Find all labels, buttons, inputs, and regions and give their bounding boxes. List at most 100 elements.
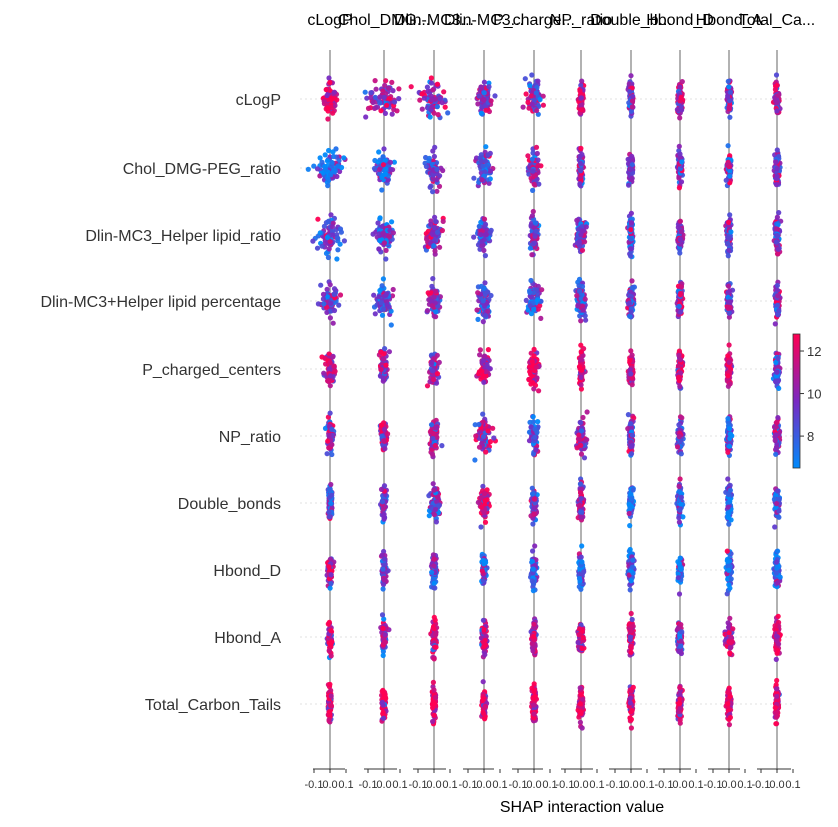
dot bbox=[427, 114, 433, 120]
dot bbox=[380, 154, 386, 160]
dot bbox=[726, 236, 732, 242]
dot bbox=[429, 104, 435, 110]
dot bbox=[530, 521, 536, 527]
dot bbox=[331, 167, 337, 173]
dot bbox=[677, 155, 683, 161]
dot bbox=[727, 426, 733, 432]
dot bbox=[480, 411, 486, 417]
dot bbox=[574, 217, 580, 223]
dot bbox=[389, 219, 395, 225]
dot bbox=[527, 419, 533, 425]
dot bbox=[387, 159, 393, 165]
dot bbox=[530, 187, 536, 193]
dot bbox=[772, 437, 778, 444]
dot bbox=[437, 244, 443, 250]
dot bbox=[727, 89, 734, 95]
dot bbox=[584, 409, 590, 415]
dot bbox=[775, 246, 782, 252]
dot bbox=[727, 114, 733, 120]
dot bbox=[329, 442, 335, 448]
dot bbox=[475, 316, 481, 322]
dot bbox=[482, 519, 489, 525]
dot bbox=[677, 476, 683, 482]
dot bbox=[533, 228, 539, 234]
dot bbox=[482, 253, 488, 259]
dot bbox=[436, 183, 443, 189]
dot bbox=[626, 300, 633, 306]
dot bbox=[775, 355, 781, 361]
dot bbox=[540, 93, 546, 99]
dot bbox=[679, 79, 685, 85]
dot bbox=[526, 171, 532, 177]
dot bbox=[580, 414, 586, 421]
dot bbox=[533, 144, 540, 150]
dot bbox=[431, 224, 437, 231]
dot bbox=[375, 220, 381, 226]
dot bbox=[584, 437, 590, 443]
dot bbox=[338, 229, 344, 235]
dot bbox=[528, 277, 534, 284]
dot bbox=[772, 524, 778, 530]
dot bbox=[629, 382, 635, 388]
dot bbox=[321, 223, 327, 229]
dot bbox=[341, 155, 347, 161]
dot bbox=[474, 307, 480, 313]
dot bbox=[381, 146, 387, 152]
dot bbox=[384, 102, 390, 108]
dot bbox=[475, 101, 481, 107]
dot bbox=[487, 168, 493, 174]
dot bbox=[574, 445, 580, 451]
dot bbox=[727, 168, 733, 174]
dot bbox=[727, 105, 733, 111]
dot bbox=[336, 302, 342, 308]
dot bbox=[531, 346, 537, 352]
dot bbox=[478, 84, 484, 90]
dot bbox=[331, 286, 338, 292]
dot bbox=[578, 349, 584, 355]
dot bbox=[774, 378, 780, 384]
dot bbox=[579, 367, 585, 373]
dot bbox=[578, 95, 584, 101]
dot bbox=[378, 367, 384, 373]
dot bbox=[382, 110, 388, 116]
dot bbox=[482, 221, 489, 227]
dot bbox=[329, 426, 335, 432]
dot bbox=[580, 307, 586, 313]
dot bbox=[725, 373, 731, 379]
dot bbox=[481, 97, 487, 103]
dot bbox=[383, 291, 389, 297]
dot bbox=[424, 308, 431, 314]
dot bbox=[626, 510, 632, 517]
dot bbox=[480, 373, 486, 379]
dot bbox=[578, 107, 585, 113]
dot bbox=[578, 509, 584, 515]
dot bbox=[424, 236, 430, 242]
dot bbox=[773, 432, 779, 438]
dot bbox=[533, 447, 539, 453]
dot bbox=[523, 91, 529, 97]
dot bbox=[726, 342, 732, 348]
dot bbox=[324, 451, 330, 457]
dot bbox=[627, 246, 634, 252]
dot bbox=[380, 162, 386, 168]
dot bbox=[408, 84, 414, 90]
dot bbox=[473, 433, 479, 439]
dot bbox=[434, 104, 440, 110]
dot bbox=[628, 444, 634, 450]
dot bbox=[431, 511, 437, 518]
dot bbox=[322, 167, 329, 173]
dot bbox=[429, 283, 435, 289]
dot bbox=[476, 444, 483, 450]
dot bbox=[626, 81, 632, 87]
dot bbox=[774, 302, 781, 308]
dot bbox=[430, 231, 436, 237]
dot bbox=[726, 164, 733, 170]
dot bbox=[439, 443, 445, 449]
dot bbox=[381, 306, 387, 312]
dot bbox=[531, 240, 537, 246]
dot bbox=[529, 101, 535, 107]
dot bbox=[678, 451, 684, 457]
dot bbox=[576, 239, 582, 245]
dot bbox=[325, 254, 331, 261]
dot bbox=[435, 112, 441, 118]
